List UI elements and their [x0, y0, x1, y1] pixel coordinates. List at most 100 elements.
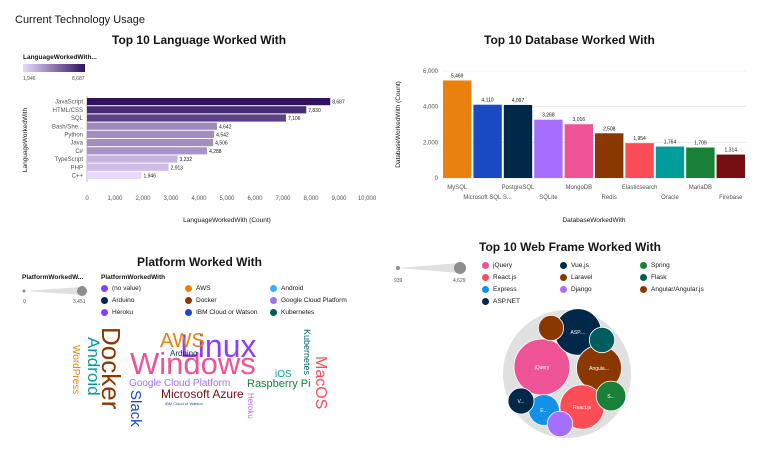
language-value-label: 4,642: [219, 124, 232, 130]
webframe-bubble: [507, 387, 535, 415]
language-bar: [87, 98, 331, 106]
platform-legend-item[interactable]: Android: [270, 285, 303, 292]
language-category-label: C#: [75, 149, 83, 155]
webframe-legend-swatch: [482, 286, 489, 293]
webframe-bubble: [546, 410, 574, 438]
database-category-label: Microsoft SQL S...: [463, 195, 512, 201]
database-category-label: MongoDB: [565, 185, 592, 191]
webframe-bubble-chart: jQuery ASP.... Angula... React.js E... S... V.…: [503, 308, 631, 438]
language-x-tick-label: 0: [85, 196, 89, 202]
webframe-legend-item[interactable]: Django: [560, 286, 592, 293]
platform-legend-label: Google Cloud Platform: [281, 297, 347, 304]
webframe-bubble-label: V...: [517, 399, 524, 405]
platform-word: Docker: [96, 327, 126, 410]
language-x-tick-label: 3,000: [163, 196, 179, 202]
platform-legend-item[interactable]: Heroku: [101, 309, 133, 316]
platform-size-legend-min: 0: [23, 299, 26, 305]
language-color-gradient: [23, 64, 85, 72]
platform-word: WordPress: [70, 345, 81, 394]
language-value-label: 2,913: [171, 165, 184, 171]
webframe-legend-swatch: [560, 262, 567, 269]
platform-size-legend-shape: [22, 286, 87, 296]
database-category-label: Elasticsearch: [622, 185, 658, 191]
webframe-legend-item[interactable]: Vue.js: [560, 262, 589, 269]
language-x-tick-label: 6,000: [247, 196, 263, 202]
webframe-legend-swatch: [482, 274, 489, 281]
platform-word: AWS: [160, 330, 205, 352]
database-category-label: MariaDB: [689, 185, 712, 191]
platform-word: Heroku: [246, 393, 255, 419]
platform-legend-swatch: [185, 285, 192, 292]
platform-legend-item[interactable]: Docker: [185, 297, 217, 304]
webframe-chart-title: Top 10 Web Frame Worked With: [479, 240, 661, 254]
language-x-tick-label: 7,000: [275, 196, 291, 202]
database-bar: [686, 147, 715, 178]
language-bar: [87, 163, 169, 171]
language-value-label: 3,232: [179, 157, 192, 163]
platform-legend-swatch: [270, 285, 277, 292]
database-value-label: 1,314: [725, 148, 738, 154]
platform-legend-swatch: [270, 309, 277, 316]
webframe-legend-item[interactable]: Flask: [640, 274, 667, 281]
platform-legend-item[interactable]: Arduino: [101, 297, 134, 304]
webframe-legend-label: Vue.js: [571, 262, 589, 269]
database-y-tick-label: 2,000: [423, 140, 439, 146]
webframe-bubble-label: E...: [540, 408, 548, 414]
webframe-bubble-label: jQuery: [534, 365, 550, 371]
platform-legend-item[interactable]: IBM Cloud or Watson: [185, 309, 258, 316]
platform-legend-item[interactable]: (no value): [101, 285, 141, 292]
database-category-label: Redis: [602, 195, 617, 201]
webframe-bubble-label: React.js: [573, 405, 592, 411]
database-bar: [595, 133, 624, 178]
database-bar: [716, 154, 745, 178]
platform-chart-title: Platform Worked With: [137, 255, 263, 269]
webframe-legend-swatch: [560, 274, 567, 281]
language-bar: [87, 155, 178, 163]
webframe-legend-item[interactable]: jQuery: [482, 262, 512, 269]
webframe-legend-label: Django: [571, 286, 592, 293]
language-bar: [87, 139, 214, 147]
platform-word: Linux: [180, 328, 257, 364]
language-bar: [87, 106, 307, 114]
language-value-label: 4,542: [216, 133, 229, 139]
language-value-label: 8,687: [332, 100, 345, 106]
database-bar: [655, 146, 685, 178]
language-category-label: Java: [70, 141, 83, 147]
platform-word: iOS: [275, 369, 292, 380]
language-category-label: HTML/CSS: [53, 108, 83, 114]
language-bar: [87, 147, 208, 155]
platform-legend-swatch: [185, 297, 192, 304]
webframe-legend-item[interactable]: ASP.NET: [482, 298, 520, 305]
webframe-legend-label: jQuery: [493, 262, 513, 269]
database-bar: [503, 104, 533, 178]
database-bar: [534, 119, 563, 178]
database-value-label: 3,268: [542, 113, 555, 119]
webframe-legend-label: Spring: [651, 262, 670, 269]
platform-word: Windows: [130, 346, 256, 381]
platform-legend-label: Kubernetes: [281, 309, 315, 316]
platform-legend-item[interactable]: Kubernetes: [270, 309, 314, 316]
platform-legend-label: (no value): [112, 285, 141, 292]
language-bar: [87, 171, 142, 179]
database-bar: [564, 124, 593, 178]
language-category-label: Bash/She...: [52, 124, 83, 130]
webframe-legend-item[interactable]: React.js: [482, 274, 516, 281]
database-value-label: 1,954: [633, 136, 646, 142]
language-bar: [87, 130, 215, 138]
platform-size-legend-title: PlatformWorkedW...: [22, 274, 84, 281]
webframe-size-legend-min: 939: [394, 278, 403, 284]
webframe-legend-item[interactable]: Express: [482, 286, 516, 293]
database-category-label: SQLite: [539, 195, 558, 201]
language-category-label: Python: [64, 133, 83, 139]
language-chart-title: Top 10 Language Worked With: [112, 33, 287, 47]
webframe-legend-item[interactable]: Angular/Angular.js: [640, 286, 704, 293]
webframe-legend-label: Flask: [651, 274, 667, 281]
database-bar: [443, 80, 472, 178]
webframe-bubble-label: Angula...: [589, 366, 609, 372]
webframe-legend-item[interactable]: Spring: [640, 262, 670, 269]
platform-legend-item[interactable]: Google Cloud Platform: [270, 297, 347, 304]
language-bar: [87, 122, 217, 130]
webframe-legend-item[interactable]: Laravel: [560, 274, 592, 281]
webframe-legend-label: Laravel: [571, 274, 593, 281]
platform-legend-item[interactable]: AWS: [185, 285, 211, 292]
